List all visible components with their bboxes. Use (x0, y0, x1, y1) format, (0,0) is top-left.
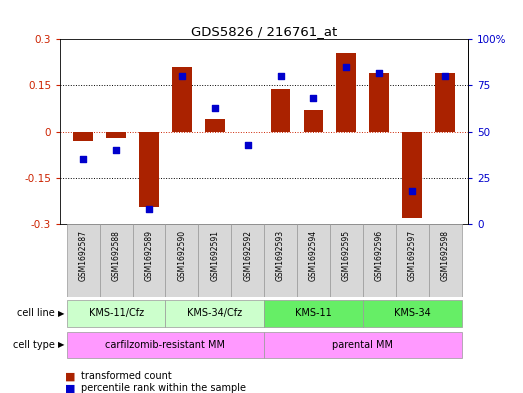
Point (112, 147, 120, 153)
Point (145, 206, 153, 212)
Point (375, 70, 383, 76)
Bar (172, 67, 192, 132)
Text: KMS-34/Cfz: KMS-34/Cfz (187, 309, 242, 318)
Bar (336, 53, 356, 132)
Text: ■: ■ (65, 371, 76, 382)
Point (79, 156, 87, 162)
Bar (435, 73, 455, 132)
Text: GSM1692597: GSM1692597 (407, 230, 417, 281)
Bar (67, 332, 264, 358)
Text: GSM1692596: GSM1692596 (375, 230, 384, 281)
Bar (330, 224, 363, 297)
Bar (165, 224, 198, 297)
Point (441, 73, 449, 79)
Text: cell line: cell line (17, 309, 58, 318)
Point (309, 95, 317, 101)
Bar (231, 224, 264, 297)
Bar (264, 300, 363, 327)
Text: carfilzomib-resistant MM: carfilzomib-resistant MM (106, 340, 225, 350)
Bar (303, 110, 323, 132)
Bar (363, 224, 396, 297)
Bar (429, 224, 461, 297)
Text: KMS-11: KMS-11 (295, 309, 332, 318)
Bar (139, 132, 159, 207)
Text: GSM1692594: GSM1692594 (309, 230, 318, 281)
Text: ▶: ▶ (58, 309, 64, 318)
Point (244, 141, 252, 148)
Text: GSM1692595: GSM1692595 (342, 230, 351, 281)
Bar (363, 300, 461, 327)
Bar (106, 132, 126, 138)
Text: cell type: cell type (13, 340, 58, 350)
Bar (67, 300, 165, 327)
Point (276, 73, 285, 79)
Bar (198, 224, 231, 297)
Text: GSM1692598: GSM1692598 (440, 230, 450, 281)
Text: GSM1692593: GSM1692593 (276, 230, 285, 281)
Text: GSM1692589: GSM1692589 (144, 230, 153, 281)
Bar (396, 224, 429, 297)
Bar (73, 132, 93, 141)
Point (178, 73, 186, 79)
Text: KMS-34: KMS-34 (394, 309, 430, 318)
Text: percentile rank within the sample: percentile rank within the sample (81, 383, 246, 393)
Bar (264, 332, 461, 358)
Bar (132, 224, 165, 297)
Text: parental MM: parental MM (332, 340, 393, 350)
Text: transformed count: transformed count (81, 371, 172, 382)
Text: GSM1692587: GSM1692587 (78, 230, 88, 281)
Text: ▶: ▶ (58, 340, 64, 349)
Text: KMS-11/Cfz: KMS-11/Cfz (88, 309, 144, 318)
Bar (297, 224, 330, 297)
Bar (271, 88, 290, 132)
Bar (264, 224, 297, 297)
Bar (165, 300, 264, 327)
Point (408, 187, 416, 194)
Bar (205, 119, 225, 132)
Text: GSM1692588: GSM1692588 (111, 230, 121, 281)
Bar (402, 132, 422, 218)
Bar (67, 224, 99, 297)
Text: GSM1692591: GSM1692591 (210, 230, 219, 281)
Text: ■: ■ (65, 383, 76, 393)
Text: GSM1692590: GSM1692590 (177, 230, 186, 281)
Point (211, 105, 219, 111)
Bar (99, 224, 132, 297)
Text: GSM1692592: GSM1692592 (243, 230, 252, 281)
Bar (369, 73, 389, 132)
Point (342, 64, 350, 70)
Title: GDS5826 / 216761_at: GDS5826 / 216761_at (191, 25, 337, 38)
